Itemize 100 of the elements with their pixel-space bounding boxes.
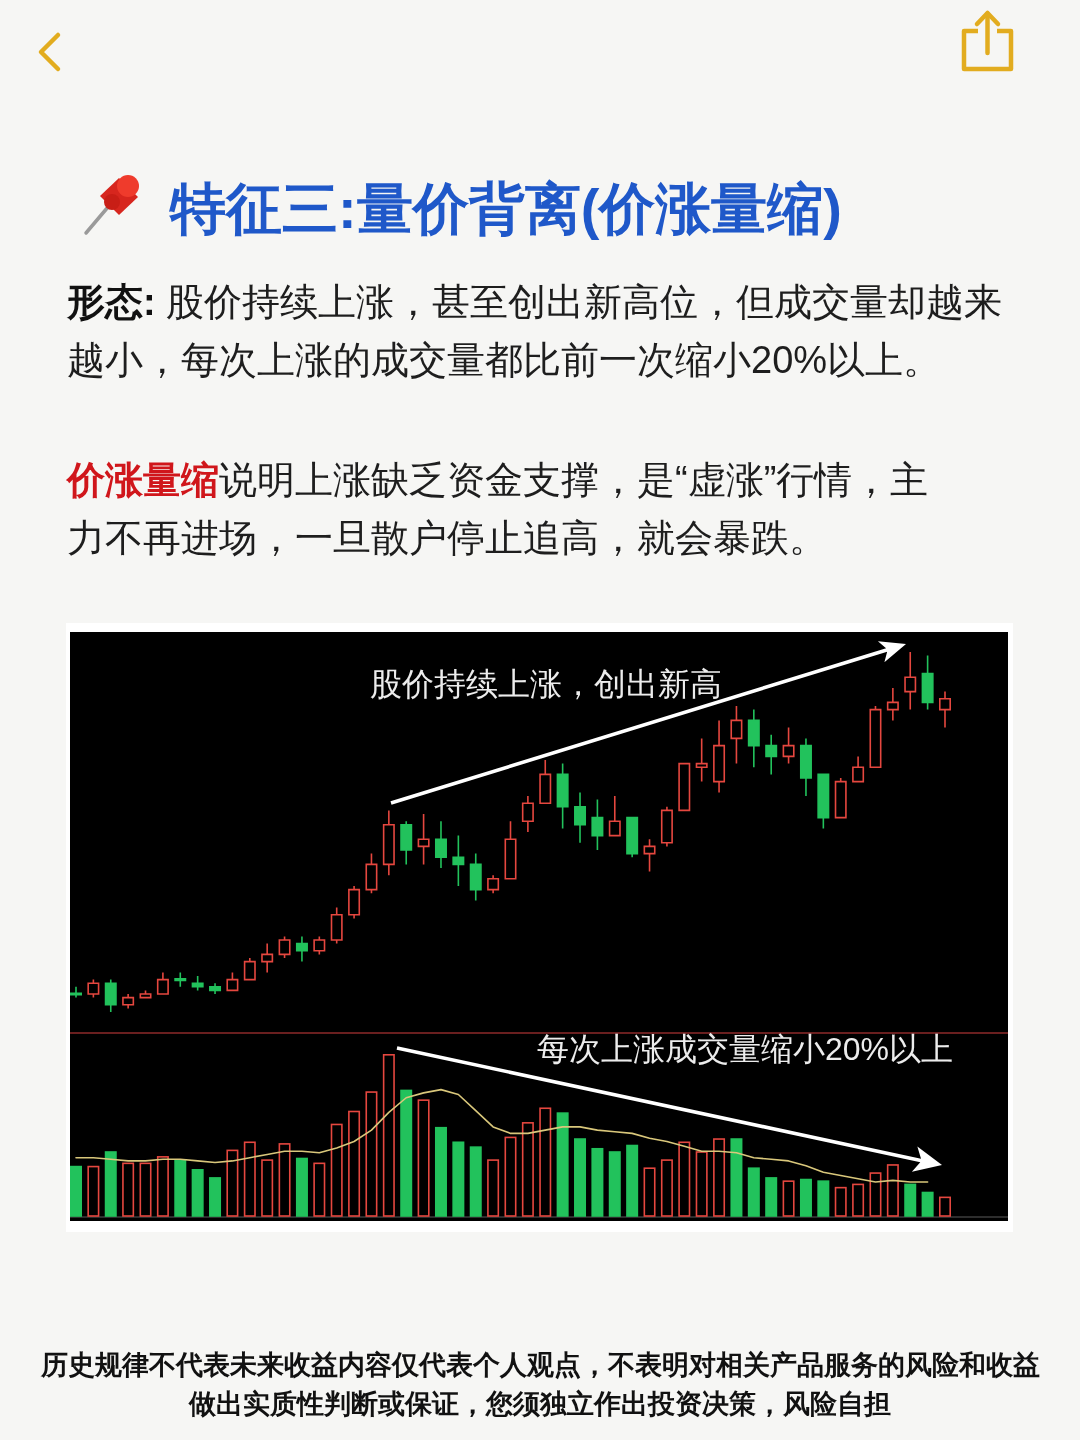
bar — [348, 1110, 361, 1217]
bar — [713, 1138, 726, 1217]
candlestick — [174, 971, 187, 988]
bar — [556, 1112, 569, 1217]
candlestick — [556, 762, 569, 830]
candlestick — [452, 834, 465, 887]
chart-subtitle: 形态: 股价持续上涨，甚至创出新高位，但成交量却越来越小，每次上涨的成交量都比前一次缩小20%以上。 — [67, 280, 1004, 383]
candlestick — [643, 838, 656, 873]
bar — [608, 1151, 621, 1217]
candlestick — [747, 708, 760, 768]
candlestick — [852, 755, 865, 783]
candlestick — [156, 971, 169, 995]
candlestick — [400, 820, 413, 866]
bar — [156, 1156, 169, 1217]
bar — [765, 1177, 778, 1217]
bar — [226, 1149, 239, 1217]
candlestick — [869, 705, 882, 768]
bar — [817, 1180, 830, 1217]
candlestick — [382, 809, 395, 876]
candlestick — [904, 651, 917, 711]
candlestick — [104, 978, 117, 1013]
bar — [921, 1191, 934, 1217]
bar — [174, 1159, 187, 1217]
candlestick — [278, 935, 291, 959]
candlestick — [70, 986, 82, 999]
bar — [904, 1183, 917, 1217]
bar — [799, 1178, 812, 1217]
bar — [139, 1162, 152, 1217]
annotation: 股价持续上涨，创出新高 — [370, 666, 722, 702]
bar — [521, 1122, 534, 1217]
bar — [886, 1164, 899, 1217]
bar — [869, 1172, 882, 1217]
candlestick — [417, 813, 430, 866]
candlestick — [782, 726, 795, 765]
candlestick — [313, 935, 326, 956]
candlestick — [365, 852, 378, 894]
candlestick — [834, 777, 847, 819]
bar — [243, 1141, 256, 1217]
candlestick — [539, 759, 552, 804]
candlestick — [330, 906, 343, 945]
bar — [278, 1143, 291, 1217]
bar — [539, 1107, 552, 1217]
candlestick — [226, 971, 239, 992]
text: 历史规律不代表未来收益内容仅代表个人观点，不表明对相关产品服务的风险和收益做出实质性判断或保证，您须独立作出投资决策，风险自担 — [39, 1349, 1041, 1421]
bar — [452, 1141, 465, 1217]
bar — [469, 1146, 482, 1217]
candlestick — [139, 989, 152, 999]
candlestick — [243, 957, 256, 981]
candlestick — [608, 795, 621, 837]
bar — [782, 1180, 795, 1217]
candlestick — [191, 975, 204, 992]
bar — [591, 1147, 604, 1217]
candlestick — [504, 820, 517, 880]
bar — [330, 1123, 343, 1217]
annotation: 每次上涨成交量缩小20%以上 — [537, 1031, 954, 1067]
bar — [400, 1089, 413, 1217]
candlestick — [295, 935, 308, 963]
candlestick — [521, 795, 534, 833]
candlestick — [469, 852, 482, 902]
candlestick — [695, 737, 708, 783]
bar — [626, 1144, 639, 1217]
candlestick — [713, 719, 726, 794]
bar — [191, 1169, 204, 1217]
bar — [939, 1196, 951, 1217]
bar — [365, 1091, 378, 1217]
candlestick — [87, 978, 100, 999]
bar — [574, 1138, 587, 1217]
bar — [295, 1157, 308, 1217]
bar — [261, 1159, 274, 1217]
candlestick — [348, 885, 361, 920]
text: 价涨量缩说明上涨缺乏资金支撑，是“虚涨”行情，主力不再进场，一旦散户停止追高，就会暴跌。 — [67, 458, 930, 561]
candlestick — [799, 737, 812, 797]
bar — [695, 1151, 708, 1217]
candlestick — [209, 982, 222, 995]
candlestick — [765, 734, 778, 776]
bar — [87, 1165, 100, 1217]
candlestick — [678, 762, 691, 812]
candlestick — [730, 705, 743, 765]
bar — [382, 1054, 395, 1217]
bar — [70, 1165, 82, 1217]
bar — [122, 1162, 135, 1217]
candlestick — [886, 687, 899, 722]
candlestick — [122, 993, 135, 1010]
bar — [487, 1159, 500, 1217]
candlestick — [487, 874, 500, 894]
bar — [678, 1141, 691, 1217]
bar — [834, 1186, 847, 1217]
bar — [730, 1138, 743, 1217]
candlestick — [660, 806, 673, 848]
chart-title: 特征三:量价背离(价涨量缩) — [170, 176, 842, 242]
bar — [643, 1167, 656, 1217]
candlestick — [261, 942, 274, 974]
bar — [747, 1167, 760, 1217]
bar — [504, 1136, 517, 1217]
bar — [417, 1099, 430, 1217]
bar — [313, 1162, 326, 1217]
bar — [660, 1159, 673, 1217]
bar — [209, 1177, 222, 1217]
candlestick — [939, 690, 951, 729]
bar — [852, 1183, 865, 1217]
